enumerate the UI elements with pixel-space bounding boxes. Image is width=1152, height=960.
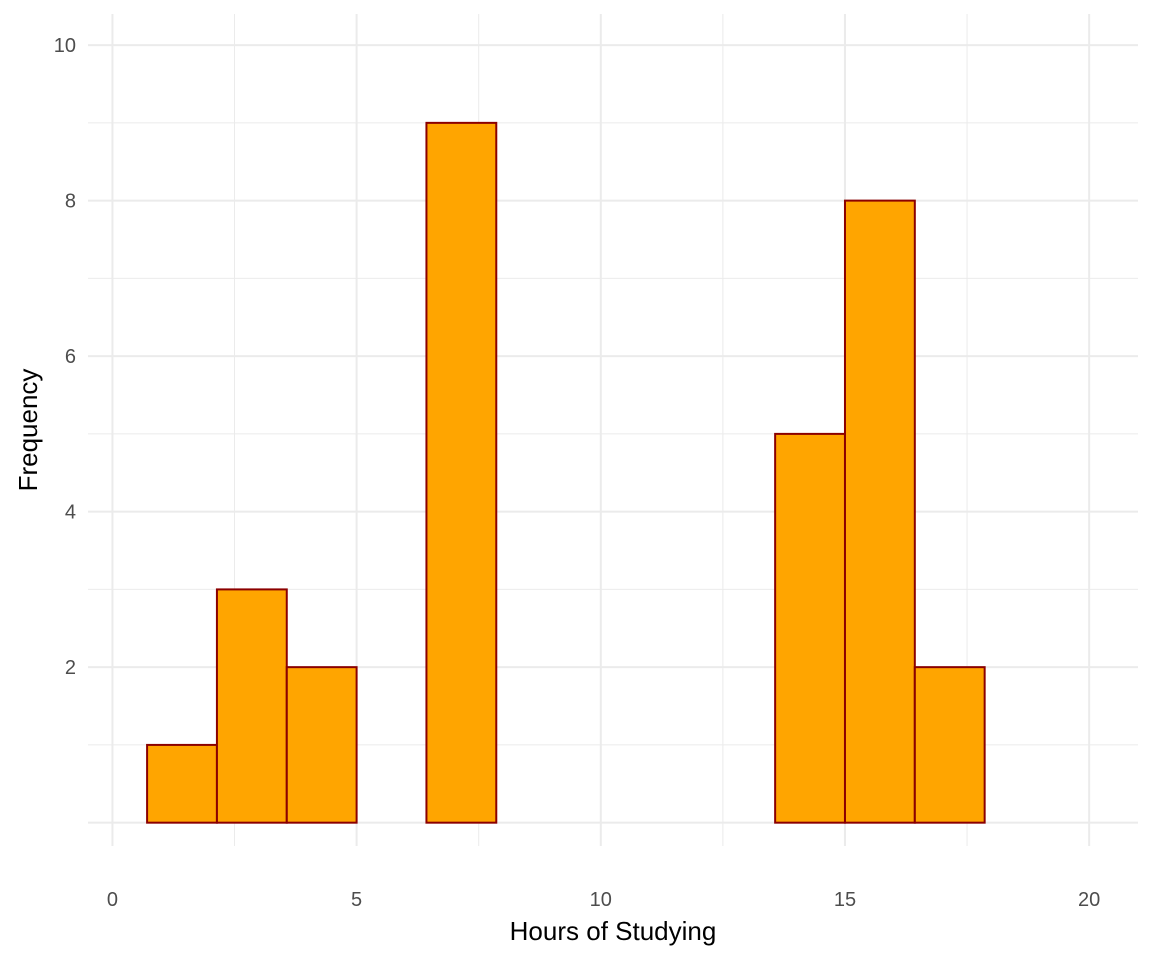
histogram-bar: [774, 432, 846, 824]
histogram-bar: [843, 199, 916, 824]
tick-labels: 0 5 10 15 20 2 4 6 8 10: [54, 35, 1101, 911]
x-tick-label: 15: [834, 889, 856, 911]
histogram-bar: [913, 666, 986, 824]
x-tick-label: 20: [1078, 889, 1100, 911]
histogram-bar: [146, 743, 218, 824]
x-tick-label: 5: [351, 889, 362, 911]
histogram-bar: [425, 121, 498, 824]
x-axis-title: Hours of Studying: [510, 916, 717, 946]
histogram-bars: [146, 121, 986, 824]
histogram-bar: [215, 588, 288, 824]
y-tick-label: 8: [65, 191, 76, 213]
x-tick-label: 10: [590, 889, 612, 911]
y-axis-title: Frequency: [13, 369, 43, 492]
histogram-bar: [285, 666, 358, 824]
y-tick-label: 6: [65, 346, 76, 368]
y-tick-label: 4: [65, 502, 76, 524]
y-tick-label: 10: [54, 35, 76, 57]
x-tick-label: 0: [107, 889, 118, 911]
y-tick-label: 2: [65, 657, 76, 679]
